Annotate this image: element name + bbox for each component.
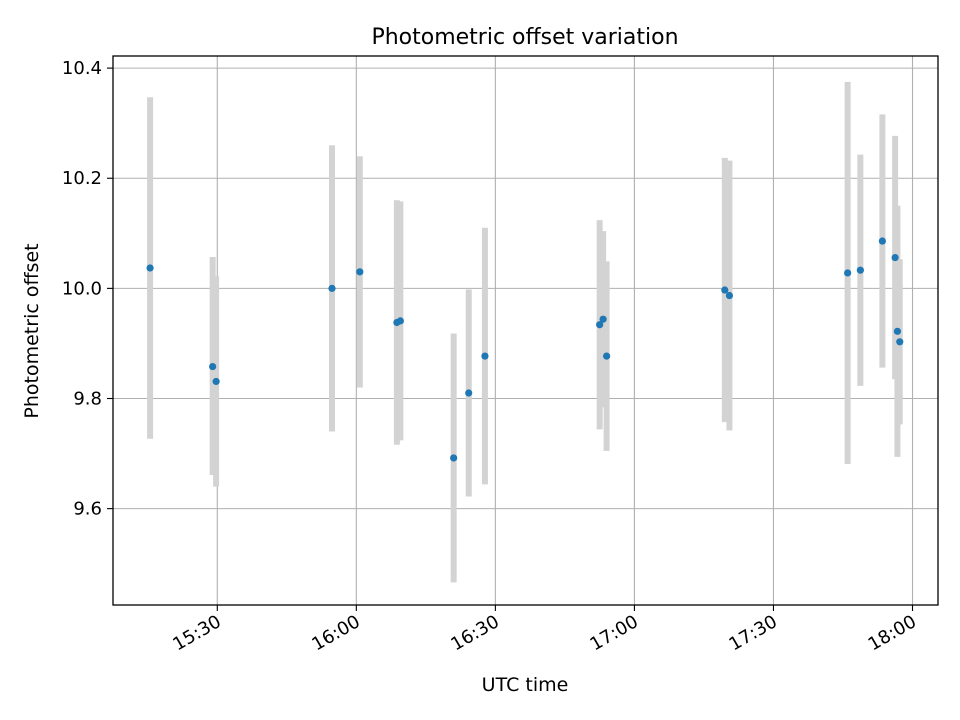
data-point: [481, 352, 489, 360]
data-point: [844, 269, 852, 277]
data-point: [396, 317, 404, 325]
y-tick-label: 10.0: [62, 278, 102, 299]
data-point: [328, 284, 336, 292]
data-point: [603, 352, 611, 360]
plot-frame: [112, 55, 939, 606]
data-point: [599, 315, 607, 323]
y-tick-label: 10.4: [62, 58, 102, 79]
data-point: [721, 286, 729, 294]
data-point: [212, 377, 220, 386]
data-point: [596, 321, 604, 329]
data-point: [725, 291, 734, 300]
chart-title: Photometric offset variation: [371, 25, 678, 50]
y-axis-label: Photometric offset: [21, 243, 43, 418]
data-point: [878, 237, 886, 245]
data-point: [146, 264, 154, 272]
y-tick-label: 10.2: [62, 168, 102, 189]
data-point: [450, 454, 458, 462]
grid: [113, 56, 938, 605]
data-points: [146, 237, 904, 462]
data-point: [209, 362, 217, 371]
data-point: [891, 253, 899, 262]
y-tick-label: 9.6: [73, 499, 102, 520]
y-tick-label: 9.8: [73, 389, 102, 410]
x-axis-label: UTC time: [482, 674, 569, 696]
data-point: [356, 268, 364, 276]
data-point: [893, 327, 902, 335]
data-point: [896, 338, 904, 346]
data-point: [465, 389, 473, 397]
data-point: [856, 266, 864, 274]
